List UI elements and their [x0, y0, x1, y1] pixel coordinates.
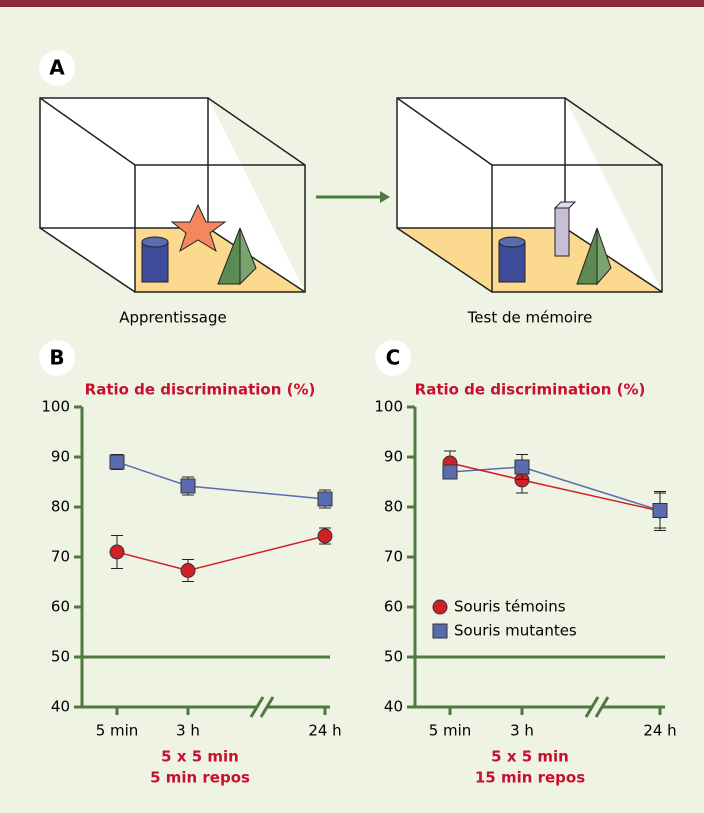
panel-label: B	[49, 346, 64, 370]
y-tick-label: 60	[51, 598, 70, 616]
caption: Test de mémoire	[467, 309, 593, 327]
axis-break	[584, 696, 600, 718]
x-tick-label: 3 h	[176, 722, 200, 740]
y-tick-label: 90	[384, 448, 403, 466]
marker	[652, 503, 668, 518]
caption: Apprentissage	[119, 309, 227, 327]
arrow-head	[380, 191, 390, 203]
x-tick-label: 3 h	[510, 722, 534, 740]
panel-label: C	[386, 346, 401, 370]
top-bar	[0, 0, 704, 7]
marker	[317, 528, 333, 544]
panel-badge	[39, 50, 75, 86]
y-tick-label: 100	[374, 398, 403, 416]
y-tick-label: 70	[384, 548, 403, 566]
condition-label: 5 min repos	[150, 769, 250, 787]
axis-break	[594, 696, 610, 718]
x-tick-label: 24 h	[643, 722, 676, 740]
y-tick-label: 40	[384, 698, 403, 716]
y-tick-label: 70	[51, 548, 70, 566]
condition-label: 5 x 5 min	[161, 748, 239, 766]
legend-marker	[432, 623, 448, 639]
marker	[180, 563, 196, 578]
condition-label: 5 x 5 min	[491, 748, 569, 766]
panel-label: A	[49, 56, 65, 80]
y-tick-label: 80	[384, 498, 403, 516]
panel-badge	[375, 340, 411, 376]
legend-label: Souris témoins	[454, 598, 566, 616]
marker	[180, 478, 196, 494]
marker	[109, 544, 125, 560]
y-tick-label: 60	[384, 598, 403, 616]
marker	[514, 459, 530, 475]
condition-label: 15 min repos	[475, 769, 585, 787]
legend-marker	[432, 599, 448, 615]
y-tick-label: 90	[51, 448, 70, 466]
panel-badge	[39, 340, 75, 376]
x-tick-label: 24 h	[308, 722, 341, 740]
marker	[317, 491, 333, 507]
legend-label: Souris mutantes	[454, 622, 577, 640]
axis-break	[249, 696, 265, 718]
y-tick-label: 50	[384, 648, 403, 666]
y-tick-label: 40	[51, 698, 70, 716]
marker	[109, 454, 125, 470]
y-tick-label: 50	[51, 648, 70, 666]
axis-break	[259, 696, 275, 718]
cube	[396, 97, 663, 293]
chart-title: Ratio de discrimination (%)	[415, 381, 646, 399]
marker	[442, 464, 458, 480]
y-tick-label: 80	[51, 498, 70, 516]
y-tick-label: 100	[41, 398, 70, 416]
x-tick-label: 5 min	[429, 722, 472, 740]
chart-title: Ratio de discrimination (%)	[85, 381, 316, 399]
cube	[39, 97, 306, 293]
x-tick-label: 5 min	[96, 722, 139, 740]
